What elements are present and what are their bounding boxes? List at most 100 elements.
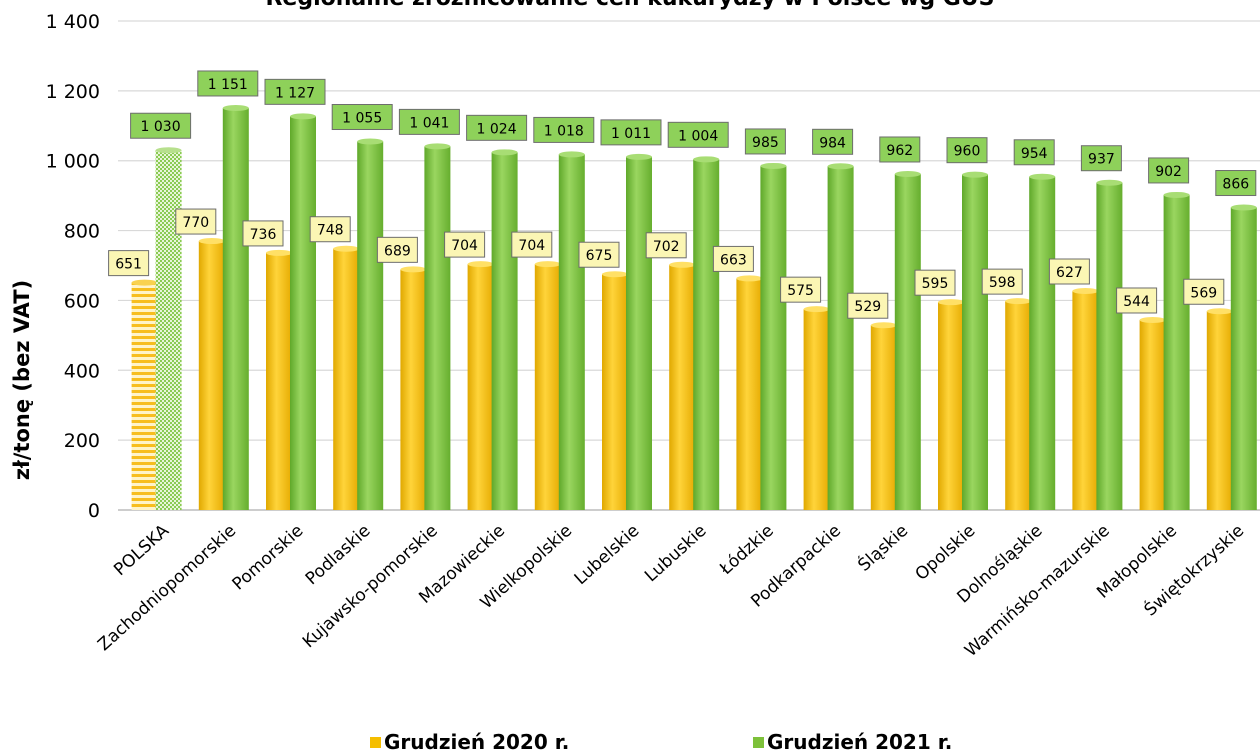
bar-2020 bbox=[669, 261, 696, 510]
bar-2021-body bbox=[558, 154, 585, 511]
bar-2021-body bbox=[693, 159, 720, 510]
bar-2021 bbox=[491, 149, 518, 510]
data-label-2020-text: 544 bbox=[1123, 294, 1150, 310]
data-label-2021: 937 bbox=[1080, 145, 1122, 172]
data-label-2021-box bbox=[600, 119, 662, 146]
data-label-2020-box bbox=[175, 208, 217, 235]
bar-2021 bbox=[357, 138, 384, 510]
data-label-2020-box bbox=[444, 231, 486, 258]
bar-2021 bbox=[827, 163, 854, 510]
bar-2020-cap bbox=[1005, 298, 1032, 305]
data-label-2020: 689 bbox=[376, 236, 418, 263]
legend-item-2020: Grudzień 2020 r. bbox=[370, 730, 569, 754]
data-label-2021-text: 1 030 bbox=[141, 119, 181, 135]
x-tick-label: POLSKA bbox=[110, 521, 173, 581]
bar-2021-body bbox=[155, 150, 182, 510]
bar-2021-cap bbox=[1096, 179, 1123, 186]
bar-2021-cap bbox=[894, 170, 921, 177]
data-label-2020-text: 748 bbox=[317, 223, 344, 239]
bar-2020-body bbox=[803, 309, 830, 510]
bar-2021-body bbox=[1163, 194, 1190, 511]
data-label-2021-box bbox=[466, 114, 528, 141]
data-label-2020-box bbox=[108, 250, 150, 277]
data-label-2021: 985 bbox=[744, 128, 786, 155]
y-tick-label: 1 000 bbox=[46, 151, 100, 173]
legend-item-2021: Grudzień 2021 r. bbox=[753, 730, 952, 754]
bar-2021 bbox=[155, 147, 182, 510]
bar-2020-body bbox=[266, 252, 292, 510]
data-label-2021-text: 960 bbox=[954, 144, 981, 160]
data-label-2021-text: 1 024 bbox=[477, 121, 517, 137]
data-label-2020-box bbox=[376, 236, 418, 263]
data-label-2021-box bbox=[744, 128, 786, 155]
bar-2020 bbox=[870, 322, 897, 510]
chart-title: Regionalne zróżnicowanie cen kukurydzy w… bbox=[0, 0, 1260, 11]
data-label-2021: 1 030 bbox=[130, 112, 192, 139]
bar-2020-cap bbox=[736, 275, 763, 282]
bar-2020 bbox=[938, 299, 964, 510]
bar-2021 bbox=[222, 104, 249, 511]
bar-2021-cap bbox=[1230, 204, 1257, 211]
data-label-2020-box bbox=[1116, 287, 1158, 314]
bar-2020-body bbox=[602, 274, 628, 510]
data-label-2020-text: 689 bbox=[384, 243, 411, 259]
x-tick-label: Lubelskie bbox=[571, 521, 644, 589]
data-label-2021: 1 018 bbox=[533, 116, 595, 143]
data-label-2021: 1 011 bbox=[600, 119, 662, 146]
bar-2020 bbox=[534, 261, 561, 510]
data-label-2020-text: 529 bbox=[854, 299, 881, 315]
data-label-2020: 663 bbox=[712, 245, 754, 272]
y-tick-label: 1 400 bbox=[46, 11, 100, 33]
bar-2020-body bbox=[669, 264, 696, 510]
bar-2020-cap bbox=[1072, 287, 1099, 294]
data-label-2021: 1 127 bbox=[264, 78, 326, 105]
data-label-2020-box bbox=[981, 268, 1023, 295]
legend-label-2020: Grudzień 2020 r. bbox=[384, 730, 570, 754]
data-label-2020-text: 595 bbox=[922, 276, 949, 292]
bar-2021 bbox=[760, 162, 787, 511]
bar-2020-cap bbox=[1206, 308, 1233, 315]
data-label-2021: 1 024 bbox=[466, 114, 528, 141]
data-label-2020: 529 bbox=[847, 292, 889, 319]
data-label-2021: 866 bbox=[1215, 170, 1257, 197]
data-label-2020: 627 bbox=[1048, 258, 1090, 285]
bar-2020-cap bbox=[333, 245, 360, 252]
bar-2021-cap bbox=[1029, 173, 1056, 180]
bar-2021 bbox=[1230, 204, 1257, 511]
data-label-2021: 902 bbox=[1148, 157, 1190, 184]
data-label-2021-text: 1 127 bbox=[275, 85, 315, 101]
bar-2020 bbox=[1005, 298, 1032, 510]
data-label-2020: 675 bbox=[578, 241, 620, 268]
data-label-2021-box bbox=[197, 70, 259, 97]
data-label-2021-text: 954 bbox=[1021, 146, 1048, 162]
bar-2021-body bbox=[1230, 207, 1257, 511]
y-tick-label: 0 bbox=[88, 500, 100, 522]
bar-2020-body bbox=[1206, 311, 1233, 510]
x-tick-label: Kujawsko-pomorskie bbox=[299, 521, 442, 652]
bar-2021 bbox=[1029, 173, 1056, 510]
bar-2020-cap bbox=[938, 299, 964, 306]
bar-2020-cap bbox=[602, 271, 628, 278]
data-label-2021-text: 1 004 bbox=[678, 128, 718, 144]
data-label-2021-text: 1 011 bbox=[611, 126, 651, 142]
data-label-2021: 960 bbox=[946, 137, 988, 164]
y-tick-label: 200 bbox=[64, 430, 100, 452]
bar-2021-body bbox=[357, 141, 384, 510]
x-tick-label: Pomorskie bbox=[229, 521, 308, 595]
y-tick-label: 600 bbox=[64, 290, 100, 312]
bar-2021-body bbox=[424, 146, 451, 511]
bar-2020-body bbox=[1139, 319, 1166, 510]
bar-2021-body bbox=[827, 166, 854, 510]
bar-2020-body bbox=[938, 302, 964, 510]
data-label-2020: 704 bbox=[444, 231, 486, 258]
data-label-2020-box bbox=[712, 245, 754, 272]
data-label-2020: 736 bbox=[242, 220, 284, 247]
bar-2020-body bbox=[870, 325, 897, 510]
bar-2020 bbox=[131, 279, 158, 510]
bar-2021-body bbox=[1029, 176, 1056, 510]
bar-2020-cap bbox=[198, 238, 225, 245]
bar-2020-body bbox=[131, 282, 158, 510]
legend-swatch-2021 bbox=[753, 736, 764, 748]
data-label-2020-text: 704 bbox=[518, 238, 545, 254]
